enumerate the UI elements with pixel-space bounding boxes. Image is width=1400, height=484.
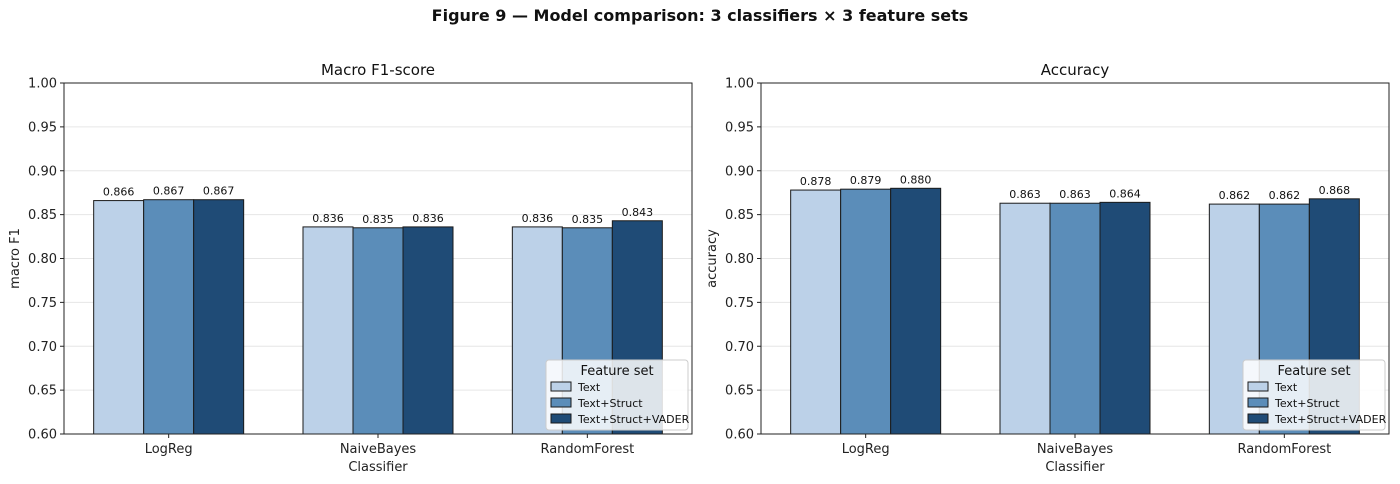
figure-title: Figure 9 — Model comparison: 3 classifie… <box>431 6 969 25</box>
y-tick-label: 0.75 <box>725 296 754 311</box>
bar-value-label: 0.863 <box>1009 188 1041 201</box>
bar <box>790 189 842 435</box>
bar-value-label: 0.867 <box>203 185 235 198</box>
bar <box>402 226 454 435</box>
bar-value-label: 0.867 <box>153 185 185 198</box>
bar <box>143 199 195 435</box>
legend-entry-label: Text <box>577 381 601 394</box>
bar-value-label: 0.836 <box>412 212 444 225</box>
legend-swatch <box>550 397 572 408</box>
y-tick-label: 0.60 <box>725 428 754 443</box>
x-tick-label: LogReg <box>842 442 890 457</box>
legend: Feature set Text Text+Struct Text+Struct+VA… <box>1242 359 1387 431</box>
x-tick-label: NaiveBayes <box>340 442 417 457</box>
legend-entry-label: Text+Struct <box>577 397 643 410</box>
y-tick-label: 0.85 <box>28 208 57 223</box>
bar <box>840 188 892 435</box>
x-axis-label: Classifier <box>348 460 408 475</box>
bar <box>302 226 354 435</box>
legend: Feature set Text Text+Struct Text+Struct+VA… <box>545 359 690 431</box>
legend-entry-label: Text <box>1274 381 1298 394</box>
y-axis-label: accuracy <box>705 229 720 288</box>
legend-box <box>1242 359 1386 431</box>
bar <box>93 200 145 435</box>
bar-value-label: 0.880 <box>900 173 932 186</box>
bar-value-label: 0.878 <box>800 175 832 188</box>
y-tick-label: 0.70 <box>28 340 57 355</box>
y-tick-label: 0.85 <box>725 208 754 223</box>
bar-value-label: 0.836 <box>522 212 554 225</box>
legend-swatch <box>1247 397 1269 408</box>
legend-box <box>545 359 689 431</box>
chart-panel-1: 0.60 0.65 0.70 0.75 0.80 0.85 0.90 0.95 1.00 0.86… <box>8 61 693 475</box>
bar-value-label: 0.862 <box>1219 189 1251 202</box>
bar <box>193 199 245 435</box>
y-tick-label: 0.95 <box>725 120 754 135</box>
axes-frame <box>760 82 1390 435</box>
x-tick-label: RandomForest <box>540 442 634 457</box>
bar-value-label: 0.879 <box>850 174 882 187</box>
legend-entry-label: Text+Struct <box>1274 397 1340 410</box>
bar-value-label: 0.836 <box>312 212 344 225</box>
y-tick-label: 0.65 <box>725 384 754 399</box>
x-axis-label: Classifier <box>1045 460 1105 475</box>
bar <box>1049 202 1101 435</box>
chart-panel-2: 0.60 0.65 0.70 0.75 0.80 0.85 0.90 0.95 1.00 0.87… <box>705 61 1390 475</box>
y-tick-label: 1.00 <box>28 77 57 92</box>
bar-value-label: 0.863 <box>1059 188 1091 201</box>
y-tick-label: 0.75 <box>28 296 57 311</box>
chart-title: Accuracy <box>1041 61 1110 79</box>
chart-title: Macro F1-score <box>321 61 435 79</box>
y-tick-label: 0.90 <box>725 164 754 179</box>
y-tick-label: 0.60 <box>28 428 57 443</box>
y-tick-label: 0.70 <box>725 340 754 355</box>
bar-value-label: 0.862 <box>1269 189 1301 202</box>
bar-value-label: 0.868 <box>1319 184 1351 197</box>
legend-title: Feature set <box>580 364 653 379</box>
y-tick-label: 0.80 <box>28 252 57 267</box>
y-tick-label: 0.65 <box>28 384 57 399</box>
legend-entry-label: Text+Struct+VADER <box>1274 413 1387 426</box>
x-tick-label: LogReg <box>145 442 193 457</box>
bar <box>352 227 404 435</box>
y-axis-label: macro F1 <box>8 228 23 289</box>
bar <box>999 202 1051 435</box>
bar <box>890 187 942 435</box>
axes-frame <box>63 82 693 435</box>
y-tick-label: 0.90 <box>28 164 57 179</box>
y-tick-label: 1.00 <box>725 77 754 92</box>
legend-swatch <box>550 413 572 424</box>
legend-entry-label: Text+Struct+VADER <box>577 413 690 426</box>
bar-value-label: 0.866 <box>103 186 135 199</box>
bar-value-label: 0.843 <box>622 206 654 219</box>
legend-swatch <box>1247 381 1269 392</box>
bar-value-label: 0.835 <box>572 213 604 226</box>
y-tick-label: 0.80 <box>725 252 754 267</box>
legend-title: Feature set <box>1277 364 1350 379</box>
y-tick-label: 0.95 <box>28 120 57 135</box>
legend-swatch <box>550 381 572 392</box>
bar <box>1099 201 1151 435</box>
x-tick-label: NaiveBayes <box>1037 442 1114 457</box>
x-tick-label: RandomForest <box>1237 442 1331 457</box>
legend-swatch <box>1247 413 1269 424</box>
bar-value-label: 0.864 <box>1109 187 1141 200</box>
bar-value-label: 0.835 <box>362 213 394 226</box>
